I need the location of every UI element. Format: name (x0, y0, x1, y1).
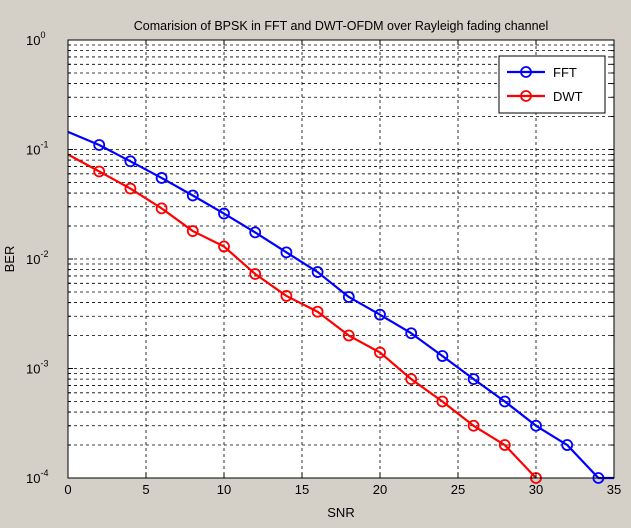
y-tick-label: 10-3 (26, 359, 48, 377)
data-point-fft (561, 439, 574, 451)
y-tick-label: 100 (26, 30, 45, 48)
data-point-fft (436, 350, 449, 362)
x-tick-label: 35 (607, 482, 621, 497)
x-tick-label: 20 (373, 482, 387, 497)
legend-label-fft: FFT (553, 65, 577, 80)
data-point-fft (311, 266, 324, 278)
data-point-fft (530, 419, 542, 432)
x-tick-label: 10 (217, 482, 231, 497)
data-point-fft (405, 327, 418, 340)
legend-label-dwt: DWT (553, 89, 583, 104)
data-point-dwt (498, 439, 511, 451)
x-tick-label: 30 (529, 482, 543, 497)
data-point-dwt (218, 240, 230, 253)
ticks: 0 5 10 15 20 25 30 35 10-4 10-3 10-2 10-1 100 (26, 30, 621, 497)
legend-marker-fft (520, 66, 532, 78)
data-point-fft (467, 373, 480, 386)
data-point-fft (374, 308, 386, 321)
y-tick-label: 10-2 (26, 249, 48, 267)
data-point-dwt (342, 329, 355, 342)
grid (68, 40, 614, 478)
legend-marker-dwt (520, 90, 532, 102)
x-tick-label: 15 (295, 482, 309, 497)
data-point-dwt (124, 182, 137, 195)
data-point-fft (93, 139, 106, 151)
data-point-fft (280, 246, 293, 259)
chart-title: Comarision of BPSK in FFT and DWT-OFDM o… (134, 19, 549, 33)
x-axis-label: SNR (327, 505, 354, 520)
data-point-dwt (467, 419, 480, 432)
data-point-dwt (405, 373, 418, 386)
data-point-dwt (311, 305, 324, 318)
data-point-dwt (280, 290, 293, 302)
data-point-fft (124, 155, 137, 168)
data-point-fft (342, 291, 355, 303)
y-axis-label: BER (2, 246, 17, 273)
series-line-fft (67, 130, 614, 480)
data-point-dwt (436, 395, 449, 408)
data-point-fft (498, 395, 511, 408)
x-tick-label: 5 (142, 482, 149, 497)
data-point-dwt (374, 346, 386, 359)
y-tick-label: 10-1 (26, 140, 48, 158)
data-point-dwt (186, 225, 199, 237)
series-line-dwt (67, 153, 537, 479)
data-point-dwt (93, 165, 106, 178)
data-point-dwt (155, 202, 168, 215)
data-point-fft (218, 207, 230, 220)
data-point-fft (155, 172, 168, 184)
data-point-fft (249, 226, 262, 239)
y-tick-label: 10-4 (26, 468, 48, 486)
x-tick-label: 0 (64, 482, 71, 497)
data-point-fft (186, 189, 199, 202)
legend-box (498, 55, 606, 114)
x-tick-label: 25 (451, 482, 465, 497)
legend: FFT DWT (498, 55, 606, 114)
data-point-dwt (249, 268, 262, 280)
